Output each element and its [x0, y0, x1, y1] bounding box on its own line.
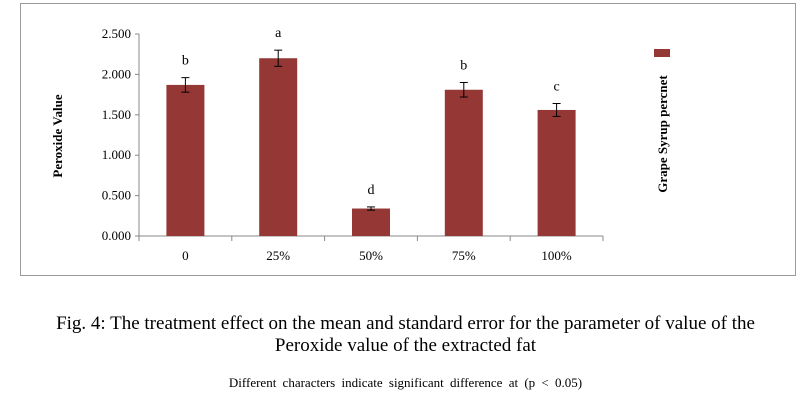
legend-label: Grape Syrup percnet — [655, 75, 670, 193]
y-tick-label: 1.500 — [102, 107, 131, 122]
chart-frame — [20, 3, 796, 276]
significance-letter: b — [460, 58, 467, 73]
x-tick-label: 100% — [541, 248, 572, 263]
y-tick-label: 0.000 — [102, 228, 131, 243]
y-tick-label: 0.500 — [102, 188, 131, 203]
x-tick-label: 0 — [182, 248, 189, 263]
legend-swatch — [654, 49, 670, 57]
significance-letter: a — [275, 26, 282, 41]
significance-note: Different characters indicate significan… — [228, 375, 583, 390]
x-tick-label: 25% — [266, 248, 290, 263]
figure-caption-line-1: Fig. 4: The treatment effect on the mean… — [56, 313, 755, 334]
bar — [166, 84, 205, 237]
figure-caption-line-2: Peroxide value of the extracted fat — [274, 335, 537, 356]
y-tick-label: 2.000 — [102, 66, 131, 81]
y-axis-title: Peroxide Value — [50, 94, 65, 177]
bar — [259, 58, 298, 236]
y-tick-label: 2.500 — [102, 26, 131, 41]
y-axis: 0.000 0.500 1.000 1.500 2.000 2.500 — [102, 26, 140, 243]
significance-letter: c — [553, 79, 559, 94]
x-tick-label: 50% — [359, 248, 383, 263]
bar — [444, 89, 483, 236]
bar-chart: 0.000 0.500 1.000 1.500 2.000 2.500 0 25% 50% 75… — [50, 26, 670, 263]
y-tick-label: 1.000 — [102, 147, 131, 162]
bar — [537, 109, 576, 236]
significance-letter: b — [182, 54, 189, 69]
bars: b a d b c — [166, 26, 576, 237]
x-tick-label: 75% — [452, 248, 476, 263]
bar — [352, 208, 390, 236]
x-axis: 0 25% 50% 75% 100% — [138, 235, 604, 263]
significance-letter: d — [368, 183, 375, 198]
